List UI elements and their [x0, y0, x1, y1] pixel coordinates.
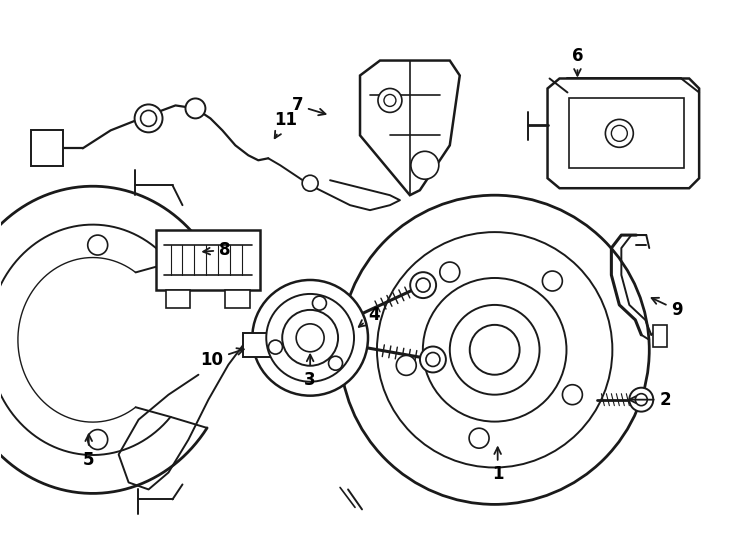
Text: 1: 1: [492, 447, 504, 483]
Circle shape: [426, 353, 440, 367]
Polygon shape: [225, 290, 250, 308]
Circle shape: [186, 98, 206, 118]
Circle shape: [611, 125, 628, 141]
Text: 5: 5: [83, 434, 95, 469]
Text: 6: 6: [572, 46, 584, 76]
Bar: [31, 130, 63, 166]
Text: 10: 10: [200, 348, 244, 369]
Circle shape: [266, 294, 354, 382]
Text: 9: 9: [652, 298, 683, 319]
Circle shape: [313, 296, 327, 310]
Polygon shape: [156, 230, 261, 290]
Circle shape: [302, 176, 318, 191]
Circle shape: [134, 104, 162, 132]
Circle shape: [141, 110, 156, 126]
Circle shape: [470, 325, 520, 375]
Polygon shape: [548, 78, 700, 188]
Circle shape: [329, 356, 343, 370]
Circle shape: [377, 232, 612, 468]
Circle shape: [450, 305, 539, 395]
Bar: [653, 325, 667, 347]
Circle shape: [606, 119, 633, 147]
Circle shape: [88, 235, 108, 255]
Circle shape: [636, 394, 647, 406]
Circle shape: [252, 280, 368, 396]
Circle shape: [282, 310, 338, 366]
Bar: [243, 333, 272, 357]
Circle shape: [629, 388, 653, 411]
Circle shape: [469, 428, 489, 448]
Polygon shape: [360, 60, 459, 195]
Circle shape: [440, 262, 459, 282]
Text: 7: 7: [291, 97, 325, 115]
Circle shape: [423, 278, 567, 422]
Text: 3: 3: [305, 355, 316, 389]
Polygon shape: [570, 98, 684, 168]
Circle shape: [416, 278, 430, 292]
Text: 4: 4: [359, 306, 379, 327]
Circle shape: [396, 355, 416, 375]
Circle shape: [269, 340, 283, 354]
Polygon shape: [166, 290, 190, 308]
Circle shape: [297, 324, 324, 352]
Circle shape: [410, 272, 436, 298]
Circle shape: [542, 271, 562, 291]
Circle shape: [88, 430, 108, 449]
Circle shape: [384, 94, 396, 106]
Circle shape: [378, 89, 402, 112]
Text: 11: 11: [274, 111, 297, 138]
Text: 2: 2: [629, 390, 671, 409]
Circle shape: [420, 347, 446, 373]
Text: 8: 8: [203, 241, 230, 259]
Circle shape: [562, 384, 582, 404]
Circle shape: [411, 151, 439, 179]
Circle shape: [340, 195, 650, 504]
